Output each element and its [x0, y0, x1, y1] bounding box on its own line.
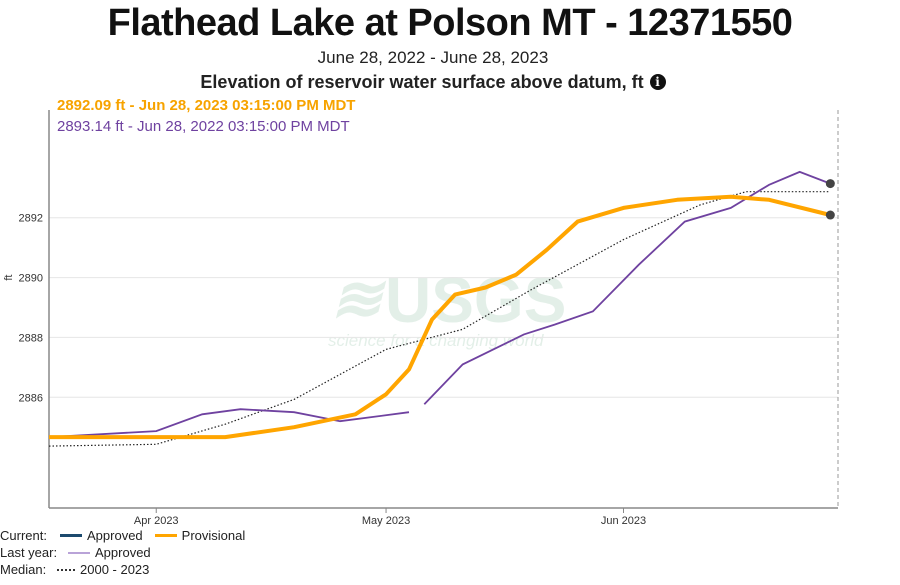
median-line [48, 191, 831, 447]
last-year-line [48, 408, 410, 438]
y-tick-label: 2886 [19, 392, 43, 404]
usgs-watermark: ≋ USGS science for a changing world [328, 264, 566, 350]
y-axis-label: ft [3, 275, 15, 281]
legend-last-year: Last year: Approved [0, 544, 245, 561]
median-swatch [57, 568, 75, 571]
x-tick-label: Apr 2023 [134, 515, 179, 527]
date-range: June 28, 2022 - June 28, 2023 [317, 48, 549, 67]
last-year-line [423, 170, 831, 405]
info-circle-icon[interactable]: i [649, 74, 666, 90]
legend-last-year-label: Last year: [0, 545, 58, 560]
legend-current: Current: Approved Provisional [0, 527, 245, 544]
legend-median: Median: 2000 - 2023 [0, 561, 245, 578]
legend-last-year-approved: Approved [95, 545, 151, 560]
legend: Current: Approved Provisional Last year: Ap… [0, 527, 245, 578]
parameter-label: Elevation of reservoir water surface abo… [200, 72, 644, 92]
y-tick-label: 2890 [19, 273, 43, 285]
last-year-value-label: 2893.14 ft - Jun 28, 2022 03:15:00 PM MD… [57, 118, 350, 135]
legend-current-label: Current: [0, 528, 47, 543]
legend-median-range: 2000 - 2023 [80, 562, 150, 577]
x-tick-label: Jun 2023 [601, 515, 646, 527]
legend-provisional: Provisional [181, 528, 246, 543]
svg-text:science for a changing world: science for a changing world [328, 331, 544, 350]
approved-swatch [60, 534, 82, 537]
x-tick-label: May 2023 [362, 515, 410, 527]
legend-approved: Approved [87, 528, 143, 543]
svg-text:≋: ≋ [330, 265, 387, 334]
current-provisional-line [49, 194, 831, 440]
page-title: Flathead Lake at Polson MT - 12371550 [107, 2, 793, 44]
provisional-swatch [154, 534, 177, 537]
current-value-label: 2892.09 ft - Jun 28, 2023 03:15:00 PM MD… [57, 97, 356, 114]
current-endpoint [825, 210, 835, 220]
svg-text:USGS: USGS [385, 264, 566, 336]
y-tick-label: 2892 [19, 213, 43, 225]
legend-median-label: Median: [0, 562, 47, 577]
y-tick-label: 2888 [19, 332, 43, 344]
last-year-endpoint [825, 179, 835, 189]
parameter-title: Elevation of reservoir water surface abo… [0, 72, 866, 93]
last-year-swatch [68, 551, 90, 554]
